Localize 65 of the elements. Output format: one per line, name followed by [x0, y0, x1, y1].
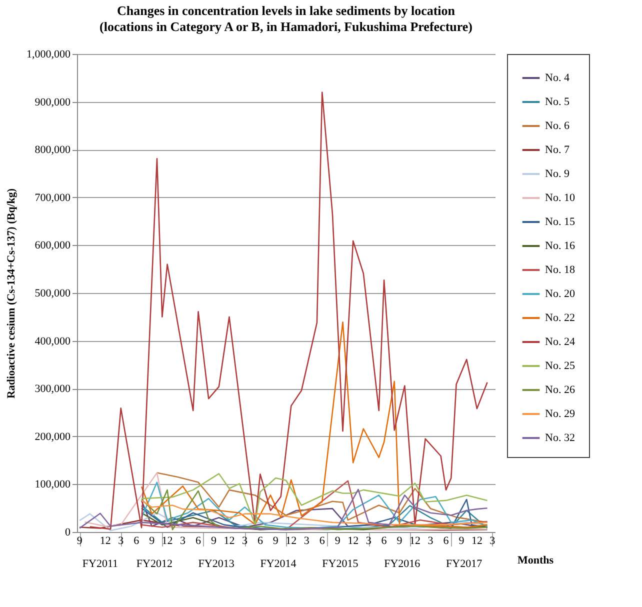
legend-label: No. 15	[545, 216, 576, 228]
legend-label: No. 6	[545, 120, 570, 132]
x-axis-title: Months	[518, 554, 554, 566]
x-tick-label: 12	[286, 535, 297, 547]
x-tick-label: 3	[180, 535, 186, 547]
x-tick-label: 6	[134, 535, 140, 547]
x-tick-label: 3	[366, 535, 372, 547]
x-tick-label: 9	[396, 535, 403, 547]
text: FY2012	[136, 558, 172, 570]
legend-label: No. 18	[545, 264, 576, 276]
x-tick-label: 3	[242, 535, 248, 547]
x-tick-label: 6	[381, 535, 388, 547]
chart-subtitle: (locations in Category A or B, in Hamadori, Fukushima Prefecture)	[99, 19, 473, 34]
legend-label: No. 25	[545, 360, 576, 372]
x-tick-label: 9	[149, 535, 156, 547]
x-tick-label: 6	[319, 535, 326, 547]
x-tick-label: 3	[118, 535, 124, 547]
y-tick-label: 200,000	[34, 430, 71, 443]
x-tick-label: 12	[100, 535, 111, 547]
y-axis-title: Radioactive cesium (Cs-134+Cs-137) (Bq/kg)	[6, 188, 18, 399]
legend-label: No. 32	[545, 432, 575, 444]
legend-label: No. 10	[545, 192, 576, 204]
x-tick-label: 6	[443, 535, 450, 547]
legend-label: No. 16	[545, 240, 576, 252]
x-tick-label: 9	[458, 535, 465, 547]
x-tick-label: 9	[334, 535, 341, 547]
x-tick-label: 3	[428, 535, 434, 547]
y-tick-label: 100,000	[34, 478, 71, 491]
x-tick-label: 12	[224, 535, 235, 547]
x-tick-label: 3	[490, 535, 496, 547]
legend-label: No. 4	[545, 72, 570, 84]
legend-label: No. 22	[545, 312, 575, 324]
legend-label: No. 7	[545, 144, 570, 156]
x-tick-label: 6	[257, 535, 264, 547]
x-tick-label: 12	[471, 535, 482, 547]
text: FY2011	[82, 558, 118, 570]
x-tick-label: 9	[76, 535, 83, 547]
y-tick-label: 600,000	[34, 240, 71, 252]
x-tick-label: 3	[304, 535, 310, 547]
text: FY2017	[446, 558, 483, 570]
text: FY2013	[198, 558, 235, 570]
x-tick-label: 12	[410, 535, 421, 547]
legend-label: No. 20	[545, 288, 576, 300]
chart-title: Changes in concentration levels in lake sediments by location	[116, 3, 456, 18]
y-tick-label: 0	[65, 526, 71, 538]
text: FY2015	[322, 558, 359, 570]
legend-label: No. 29	[545, 408, 576, 420]
x-tick-label: 6	[196, 535, 202, 547]
y-tick-label: 700,000	[34, 192, 71, 204]
legend-label: No. 5	[545, 96, 570, 108]
legend-label: No. 24	[545, 336, 576, 348]
y-tick-label: 900,000	[34, 96, 71, 108]
y-tick-label: 1,000,000	[26, 48, 71, 60]
y-tick-label: 500,000	[34, 288, 71, 300]
x-tick-label: 12	[162, 535, 173, 547]
text: FY2014	[260, 558, 297, 570]
x-tick-label: 12	[348, 535, 359, 547]
text: FY2016	[384, 558, 421, 570]
y-tick-label: 400,000	[34, 335, 71, 348]
x-tick-label: 9	[272, 535, 279, 547]
y-tick-label: 800,000	[34, 144, 71, 156]
x-tick-label: 9	[211, 535, 218, 547]
legend-label: No. 26	[545, 384, 576, 396]
y-tick-label: 300,000	[34, 383, 71, 396]
legend-label: No. 9	[545, 168, 570, 180]
